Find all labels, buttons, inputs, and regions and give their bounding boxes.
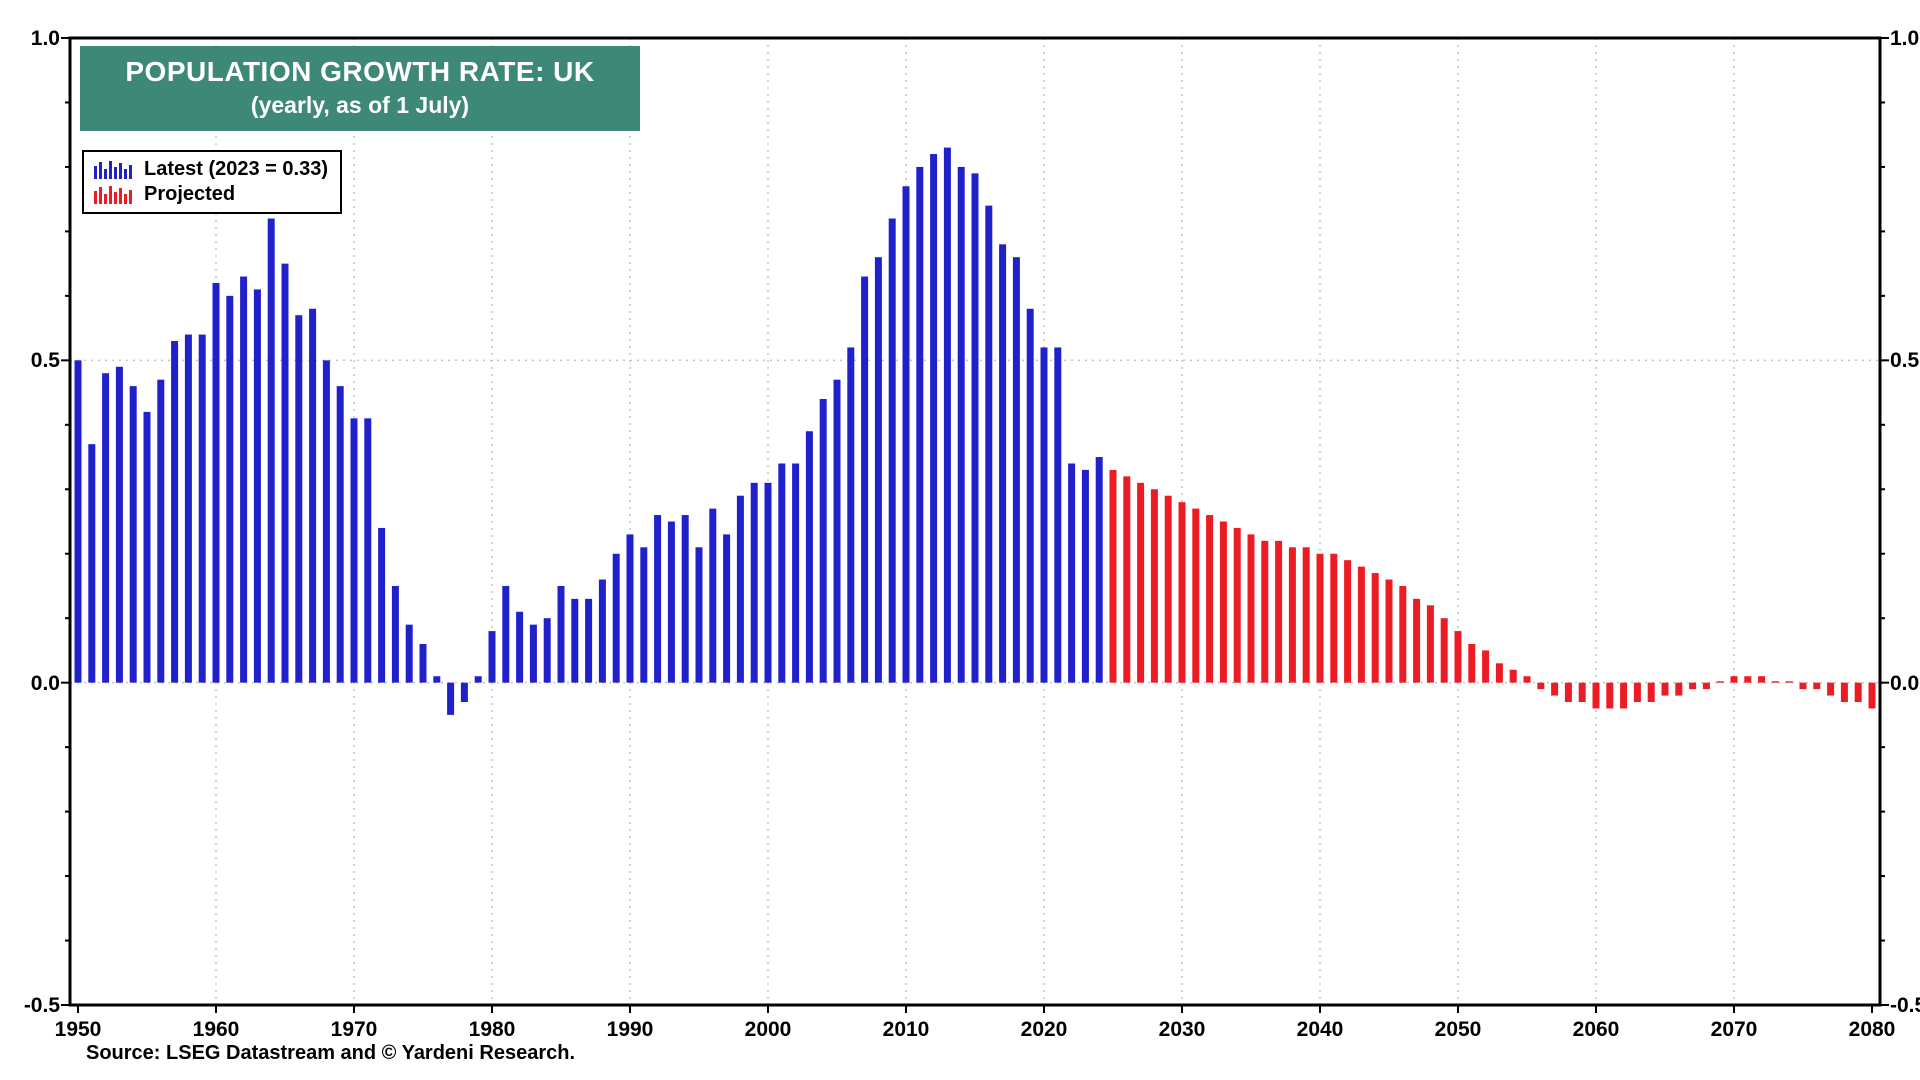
chart-subtitle: (yearly, as of 1 July) xyxy=(250,92,470,118)
latest-bars-icon xyxy=(94,160,132,179)
legend-item-latest: Latest (2023 = 0.33) xyxy=(92,158,328,181)
x-tick-label: 2020 xyxy=(1020,1018,1068,1041)
x-tick-label: 2060 xyxy=(1572,1018,1620,1041)
projected-bars-icon xyxy=(94,185,132,204)
chart-title-box: POPULATION GROWTH RATE: UK (yearly, as o… xyxy=(80,46,640,131)
x-tick-label: 2080 xyxy=(1848,1018,1896,1041)
x-tick-label: 2030 xyxy=(1158,1018,1206,1041)
y-tick-label-right: -0.5 xyxy=(1890,994,1920,1017)
x-tick-label: 1950 xyxy=(54,1018,102,1041)
chart-legend: Latest (2023 = 0.33) Projected xyxy=(82,150,342,214)
x-tick-label: 1960 xyxy=(192,1018,240,1041)
y-tick-label-left: 1.0 xyxy=(30,27,60,50)
x-tick-label: 1990 xyxy=(606,1018,654,1041)
legend-item-projected: Projected xyxy=(92,183,328,206)
chart-title: POPULATION GROWTH RATE: UK xyxy=(125,56,595,87)
y-tick-label-left: 0.5 xyxy=(30,349,60,373)
x-tick-label: 1980 xyxy=(468,1018,516,1041)
y-tick-label-right: 0.0 xyxy=(1890,671,1920,695)
x-tick-label: 1970 xyxy=(330,1018,378,1041)
x-tick-label: 2070 xyxy=(1710,1018,1758,1041)
y-tick-label-right: 1.0 xyxy=(1890,27,1920,50)
legend-label-latest: Latest (2023 = 0.33) xyxy=(144,158,328,180)
x-tick-label: 2000 xyxy=(744,1018,792,1041)
x-tick-label: 2010 xyxy=(882,1018,930,1041)
y-tick-label-left: 0.0 xyxy=(30,671,60,695)
x-tick-label: 2050 xyxy=(1434,1018,1482,1041)
y-tick-label-left: -0.5 xyxy=(23,994,60,1017)
y-tick-label-right: 0.5 xyxy=(1890,349,1920,373)
legend-label-projected: Projected xyxy=(144,183,236,205)
source-note: Source: LSEG Datastream and © Yardeni Re… xyxy=(86,1042,576,1064)
chart-plot-area xyxy=(61,36,1889,1013)
x-tick-label: 2040 xyxy=(1296,1018,1344,1041)
